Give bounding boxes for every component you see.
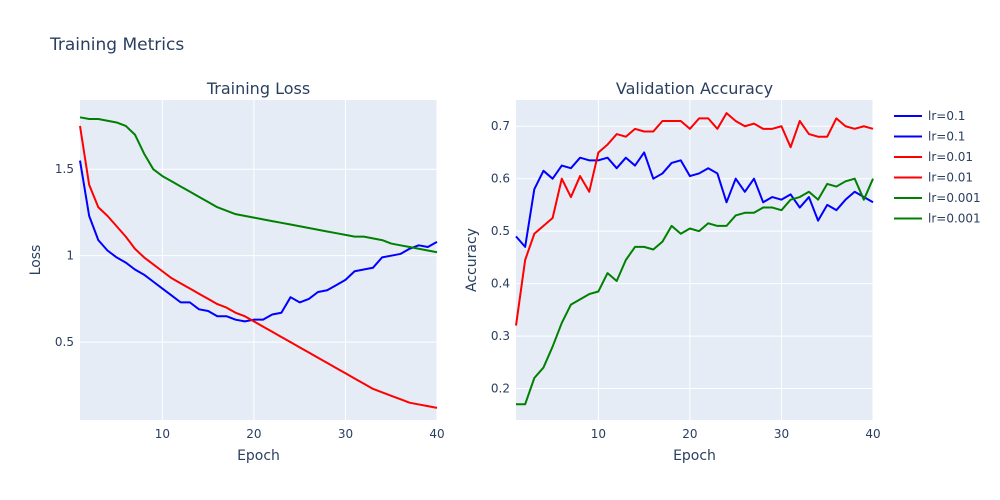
panel0-y-tick-label: 1.5	[55, 162, 74, 176]
legend-label: lr=0.001	[928, 191, 981, 205]
panel1-subplot-title: Validation Accuracy	[616, 79, 773, 98]
panel0-y-axis-title: Loss	[28, 245, 44, 276]
panel0-x-tick-label: 30	[338, 427, 353, 441]
panel1-x-tick-label: 40	[865, 427, 880, 441]
legend-item[interactable]: lr=0.1	[894, 130, 965, 144]
panel1-series-line-lr=0.1[interactable]	[515, 151, 874, 248]
panel0-y-tick-label: 1	[66, 249, 74, 263]
legend-label: lr=0.01	[928, 171, 973, 185]
panel1-y-tick-label: 0.2	[491, 382, 510, 396]
panel1-y-tick-label: 0.3	[491, 329, 510, 343]
legend-label: lr=0.1	[928, 109, 965, 123]
panel0-plot-background	[80, 100, 437, 420]
panel1-y-tick-label: 0.7	[491, 119, 510, 133]
panel0-subplot-title: Training Loss	[206, 79, 310, 98]
panel0-series-line-lr=0.01[interactable]	[79, 125, 438, 409]
panel0-x-tick-label: 40	[429, 427, 444, 441]
panel1-y-axis-title: Accuracy	[464, 228, 480, 292]
legend-item[interactable]: lr=0.01	[894, 150, 973, 164]
legend-item[interactable]: lr=0.001	[894, 191, 981, 205]
panel1-x-tick-label: 30	[774, 427, 789, 441]
panel1-x-axis-title: Epoch	[673, 448, 716, 464]
legend-item[interactable]: lr=0.01	[894, 171, 973, 185]
panel0-series-line-lr=0.001[interactable]	[79, 116, 438, 254]
legend-item[interactable]: lr=0.1	[894, 109, 965, 123]
panel1-y-tick-label: 0.4	[491, 277, 510, 291]
validation-accuracy-panel: 10 20 30 40 0.2 0.3 0.4 0.5 0.6 0.7 Epoch Accuracy V…	[464, 79, 881, 464]
legend[interactable]: lr=0.1 lr=0.1 lr=0.01 lr=0.01 lr=0.001 lr=0.0…	[894, 109, 981, 226]
panel0-x-axis-title: Epoch	[237, 448, 280, 464]
panel1-x-tick-label: 20	[682, 427, 697, 441]
panel1-x-tick-label: 10	[591, 427, 606, 441]
figure-title: Training Metrics	[49, 35, 184, 55]
panel1-series-line-lr=0.001[interactable]	[516, 177, 874, 406]
panel1-plot-background	[516, 100, 873, 420]
training-loss-panel: 10 20 30 40 0.5 1 1.5 Epoch Loss Training Loss	[28, 79, 445, 464]
legend-label: lr=0.001	[928, 212, 981, 226]
panel1-y-tick-label: 0.6	[491, 172, 510, 186]
panel0-x-tick-label: 20	[246, 427, 261, 441]
legend-item[interactable]: lr=0.001	[894, 212, 981, 226]
legend-label: lr=0.1	[928, 130, 965, 144]
panel0-x-tick-label: 10	[155, 427, 170, 441]
panel1-y-tick-label: 0.5	[491, 224, 510, 238]
legend-label: lr=0.01	[928, 150, 973, 164]
panel1-series-line-lr=0.01[interactable]	[515, 112, 874, 326]
panel0-y-tick-label: 0.5	[55, 335, 74, 349]
panel0-series-line-lr=0.1[interactable]	[79, 160, 438, 323]
